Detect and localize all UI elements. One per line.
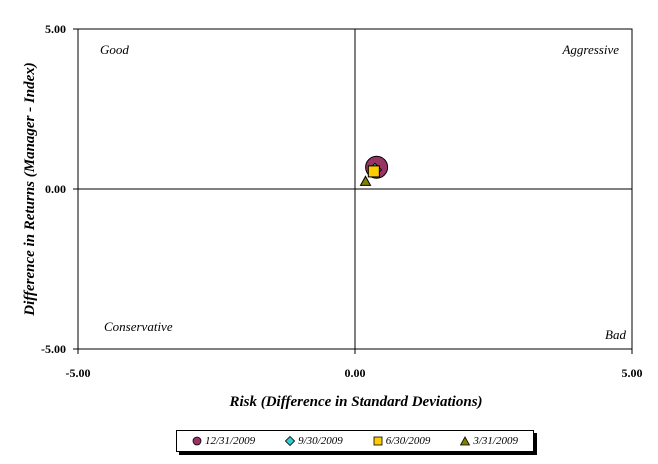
legend-item: 3/31/2009 <box>460 435 518 447</box>
quadrant-label-good: Good <box>100 42 129 57</box>
data-point-triangle <box>359 175 372 186</box>
legend: 12/31/2009 9/30/2009 6/30/2009 3/31/2009 <box>176 430 534 452</box>
legend-label: 9/30/2009 <box>298 435 343 447</box>
legend-label: 6/30/2009 <box>385 435 431 447</box>
x-axis-title: Risk (Difference in Standard Deviations) <box>228 394 482 410</box>
legend-square-marker <box>373 436 383 446</box>
legend-diamond-marker <box>285 436 296 446</box>
quadrant-label-conservative: Conservative <box>104 319 173 334</box>
legend-triangle-marker <box>460 436 471 446</box>
y-tick-max: 5.00 <box>45 22 66 36</box>
legend-item: 9/30/2009 <box>285 435 343 447</box>
legend-label: 12/31/2009 <box>205 435 256 447</box>
legend-item: 6/30/2009 <box>373 435 431 447</box>
y-tick-zero: 0.00 <box>45 182 66 196</box>
x-tick-max: 5.00 <box>622 366 643 380</box>
quadrant-label-aggressive: Aggressive <box>561 42 619 57</box>
x-tick-zero: 0.00 <box>345 366 366 380</box>
x-tick-min: -5.00 <box>66 366 91 380</box>
quadrant-label-bad: Bad <box>605 327 626 342</box>
legend-item: 12/31/2009 <box>192 435 255 447</box>
y-tick-min: -5.00 <box>41 342 66 356</box>
data-point-square <box>367 165 380 178</box>
legend-label: 3/31/2009 <box>473 435 518 447</box>
y-axis-title: Difference in Returns (Manager - Index) <box>22 62 38 316</box>
legend-circle-marker <box>192 436 202 446</box>
